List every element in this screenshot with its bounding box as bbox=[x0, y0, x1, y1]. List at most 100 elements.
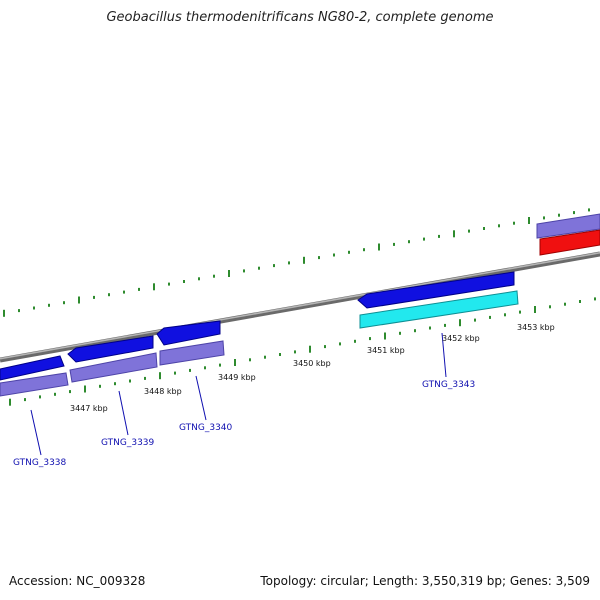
minor-tick bbox=[279, 353, 281, 356]
cds-bar-gtng-3340[interactable] bbox=[159, 340, 225, 366]
leader-gtng-3339 bbox=[118, 390, 129, 436]
minor-tick bbox=[183, 280, 185, 283]
minor-tick bbox=[318, 256, 320, 260]
major-tick bbox=[459, 319, 461, 327]
minor-tick bbox=[339, 342, 341, 346]
cds-bar-gtng-3339[interactable] bbox=[69, 352, 158, 383]
minor-tick bbox=[504, 313, 506, 317]
map-title: Geobacillus thermodenitrificans NG80-2, … bbox=[106, 10, 494, 25]
major-tick bbox=[528, 217, 530, 224]
major-tick bbox=[9, 398, 11, 406]
gene-label-gtng-3343[interactable]: GTNG_3343 bbox=[422, 380, 475, 390]
minor-tick bbox=[468, 229, 470, 233]
minor-tick bbox=[213, 274, 215, 278]
minor-tick bbox=[519, 310, 521, 314]
gene-arrow-gtng-3343[interactable] bbox=[357, 271, 515, 309]
minor-tick bbox=[48, 303, 50, 307]
major-tick bbox=[3, 309, 5, 317]
leader-gtng-3340 bbox=[195, 375, 207, 421]
gene-arrow-gtng-3338[interactable] bbox=[0, 355, 65, 381]
minor-tick bbox=[144, 376, 146, 380]
minor-tick bbox=[204, 366, 206, 370]
cds-bar-gtng-3343[interactable] bbox=[359, 290, 519, 329]
accession-text: Accession: NC_009328 bbox=[9, 574, 146, 588]
major-tick bbox=[309, 345, 311, 353]
cds-bar-forward[interactable] bbox=[536, 213, 600, 239]
minor-tick bbox=[288, 261, 290, 265]
major-tick bbox=[159, 372, 161, 380]
genome-stats-text: Topology: circular; Length: 3,550,319 bp… bbox=[260, 574, 590, 588]
minor-tick bbox=[564, 302, 566, 306]
minor-tick bbox=[423, 237, 425, 241]
minor-tick bbox=[414, 329, 416, 333]
minor-tick bbox=[123, 290, 125, 294]
minor-tick bbox=[513, 221, 515, 225]
cds-bar-gtng-3338[interactable] bbox=[0, 372, 69, 397]
minor-tick bbox=[33, 306, 35, 310]
genome-backbone-highlight bbox=[0, 252, 600, 360]
minor-tick bbox=[399, 331, 401, 335]
minor-tick bbox=[429, 326, 431, 330]
minor-tick bbox=[39, 395, 41, 399]
minor-tick bbox=[138, 287, 140, 291]
minor-tick bbox=[324, 345, 326, 349]
minor-tick bbox=[558, 213, 560, 217]
minor-tick bbox=[579, 300, 581, 303]
gene-label-gtng-3338[interactable]: GTNG_3338 bbox=[13, 458, 67, 468]
minor-tick bbox=[294, 350, 296, 354]
lower-tick-row bbox=[9, 297, 596, 406]
kbp-label: 3447 kbp bbox=[70, 404, 108, 413]
kbp-label: 3449 kbp bbox=[218, 373, 256, 382]
major-tick bbox=[384, 332, 386, 340]
minor-tick bbox=[63, 301, 65, 305]
leader-gtng-3338 bbox=[30, 409, 42, 456]
rna-feature-red[interactable] bbox=[539, 229, 600, 256]
minor-tick bbox=[483, 227, 485, 230]
gene-label-gtng-3339[interactable]: GTNG_3339 bbox=[101, 438, 155, 448]
gene-label-gtng-3340[interactable]: GTNG_3340 bbox=[179, 423, 233, 433]
major-tick bbox=[228, 270, 230, 277]
major-tick bbox=[78, 296, 80, 304]
gene-arrow-gtng-3340[interactable] bbox=[156, 320, 221, 346]
minor-tick bbox=[243, 269, 245, 273]
minor-tick bbox=[174, 371, 176, 375]
minor-tick bbox=[129, 379, 131, 383]
minor-tick bbox=[363, 248, 365, 252]
minor-tick bbox=[168, 282, 170, 286]
minor-tick bbox=[354, 339, 356, 343]
minor-tick bbox=[549, 305, 551, 309]
gene-arrow-gtng-3339[interactable] bbox=[67, 335, 154, 363]
kbp-label: 3452 kbp bbox=[442, 334, 480, 343]
minor-tick bbox=[594, 297, 596, 301]
major-tick bbox=[453, 230, 455, 238]
major-tick bbox=[153, 283, 155, 291]
minor-tick bbox=[573, 211, 575, 215]
minor-tick bbox=[444, 323, 446, 327]
upper-tick-row bbox=[3, 208, 590, 317]
minor-tick bbox=[108, 293, 110, 297]
minor-tick bbox=[93, 295, 95, 299]
minor-tick bbox=[588, 208, 590, 212]
kbp-label: 3450 kbp bbox=[293, 359, 331, 368]
minor-tick bbox=[333, 253, 335, 257]
minor-tick bbox=[24, 398, 26, 402]
major-tick bbox=[378, 243, 380, 251]
minor-tick bbox=[438, 234, 440, 238]
minor-tick bbox=[189, 368, 191, 372]
kbp-label: 3451 kbp bbox=[367, 346, 405, 355]
major-tick bbox=[303, 256, 305, 264]
kbp-label: 3453 kbp bbox=[517, 323, 555, 332]
major-tick bbox=[534, 306, 536, 313]
minor-tick bbox=[348, 250, 350, 254]
major-tick bbox=[234, 359, 236, 366]
minor-tick bbox=[18, 309, 20, 313]
minor-tick bbox=[489, 315, 491, 319]
major-tick bbox=[84, 385, 86, 393]
minor-tick bbox=[219, 363, 221, 367]
genome-backbone bbox=[0, 251, 600, 363]
kbp-label: 3448 kbp bbox=[144, 387, 182, 396]
minor-tick bbox=[69, 390, 71, 394]
minor-tick bbox=[543, 216, 545, 220]
minor-tick bbox=[54, 392, 56, 396]
